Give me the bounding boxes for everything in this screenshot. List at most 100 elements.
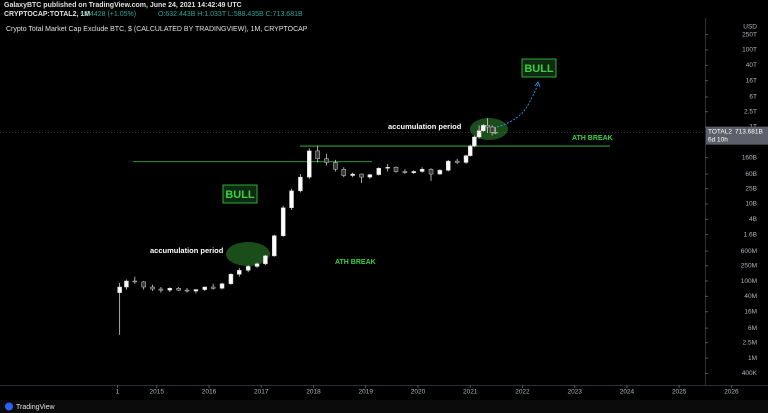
x-tick-label: 2020 xyxy=(411,389,426,396)
candle-body xyxy=(237,270,242,275)
x-tick-label: 2017 xyxy=(254,389,269,396)
candle-body xyxy=(350,173,355,176)
y-tick-label: 250T xyxy=(742,31,757,38)
candle-body xyxy=(219,283,225,289)
candle-body xyxy=(393,167,399,172)
candle-body xyxy=(124,280,129,288)
candle-body xyxy=(341,168,347,176)
candle-body xyxy=(446,160,451,171)
candle-body xyxy=(402,171,408,173)
x-tick-label: 2023 xyxy=(567,389,582,396)
candle-body xyxy=(158,288,164,291)
price-tag-symbol: TOTAL2 xyxy=(708,128,732,135)
symbol: CRYPTOCAP:TOTAL2, 1M xyxy=(4,11,90,18)
x-tick-label: 2015 xyxy=(150,389,165,396)
plot-area: 250T100T40T16T6T2.5T1T160B60B25B10B4B1.6… xyxy=(0,31,768,396)
accumulation-zone xyxy=(470,118,508,140)
projection-arrow xyxy=(496,83,539,128)
candle-body xyxy=(289,190,294,209)
candle-body xyxy=(324,158,329,163)
candle-body xyxy=(472,136,477,147)
y-tick-label: 60B xyxy=(745,171,757,178)
candle-body xyxy=(485,125,490,128)
publisher: GalaxyBTC published on TradingView.com, … xyxy=(4,2,242,9)
y-tick-label: 600M xyxy=(741,248,757,255)
candle-body xyxy=(210,286,216,289)
annotation: accumulation period xyxy=(388,122,462,131)
y-tick-label: 4B xyxy=(749,216,757,223)
price-tag-countdown: 6d 10h xyxy=(708,136,728,143)
candle-body xyxy=(150,286,155,290)
projection-arrowhead xyxy=(534,81,541,88)
candle-body xyxy=(411,171,417,173)
candle-body xyxy=(307,150,312,178)
candle-body xyxy=(176,288,181,291)
candle-body xyxy=(367,174,373,178)
bull-box xyxy=(521,58,557,78)
candle-body xyxy=(298,176,303,192)
candle-body xyxy=(463,155,469,163)
candle-body xyxy=(481,125,486,131)
candle-body xyxy=(272,235,277,257)
candle-body xyxy=(184,289,190,292)
candle-body xyxy=(454,160,460,163)
y-tick-label: 16M xyxy=(744,308,757,315)
ath-label: ATH BREAK xyxy=(572,135,613,142)
y-tick-label: 10B xyxy=(745,201,757,208)
y-tick-label: 100M xyxy=(741,278,757,285)
logo xyxy=(5,402,13,411)
y-tick-label: 160B xyxy=(742,154,757,161)
candle-body xyxy=(117,286,122,293)
accumulation-zone xyxy=(226,242,270,266)
x-tick-label: 2019 xyxy=(358,389,373,396)
candle-body xyxy=(202,286,208,290)
candle-body xyxy=(428,168,434,175)
candle-body xyxy=(167,288,173,291)
candle-body xyxy=(228,274,234,285)
y-tick-label: 16T xyxy=(746,77,757,84)
footer-bar xyxy=(0,400,768,413)
candle-body xyxy=(376,167,382,175)
y-tick-label: 2.5M xyxy=(743,339,757,346)
y-tick-label: 250M xyxy=(741,262,757,269)
candle-body xyxy=(132,280,138,283)
x-tick-label: 2024 xyxy=(620,389,635,396)
y-tick-label: 6M xyxy=(748,325,757,332)
candle-body xyxy=(359,173,364,178)
candle-body xyxy=(385,167,390,169)
y-tick-label: 2.5T xyxy=(744,108,757,115)
candle-body xyxy=(141,281,146,288)
brand: TradingView xyxy=(16,404,55,411)
y-tick-label: 400K xyxy=(742,370,758,377)
y-tick-label: 40T xyxy=(746,62,757,69)
currency: USD xyxy=(743,24,757,31)
x-tick-label: 2026 xyxy=(724,389,739,396)
y-tick-label: 1.6B xyxy=(744,231,757,238)
x-tick-label: 2022 xyxy=(515,389,530,396)
candle-body xyxy=(315,150,320,159)
chart-title: Crypto Total Market Cap Exclude BTC, $ (… xyxy=(6,26,308,33)
bull-label: BULL xyxy=(524,63,554,75)
candle-body xyxy=(437,170,443,175)
y-tick-label: 25B xyxy=(745,185,757,192)
x-tick-label: 2018 xyxy=(306,389,321,396)
y-tick-label: 40M xyxy=(744,293,757,300)
x-tick-label: 1 xyxy=(116,389,120,396)
candle-body xyxy=(193,289,199,292)
y-tick-label: 1M xyxy=(748,355,757,362)
candle-body xyxy=(263,255,268,265)
price-tag-label: 713.681B xyxy=(735,128,763,135)
ath-label: ATH BREAK xyxy=(335,259,376,266)
candle-body xyxy=(254,263,260,267)
bull-box xyxy=(222,184,258,204)
change: +7.4428 (+1.05%) xyxy=(80,11,136,18)
y-tick-label: 100T xyxy=(742,47,757,54)
annotation: accumulation period xyxy=(150,246,224,255)
ohlc: O:632.443B H:1.033T L:588.435B C:713.681… xyxy=(158,11,303,18)
price-tag-box xyxy=(706,126,768,145)
candle-body xyxy=(476,130,482,138)
candle-body xyxy=(280,207,286,237)
bull-label: BULL xyxy=(225,189,255,201)
candle-body xyxy=(245,266,251,271)
